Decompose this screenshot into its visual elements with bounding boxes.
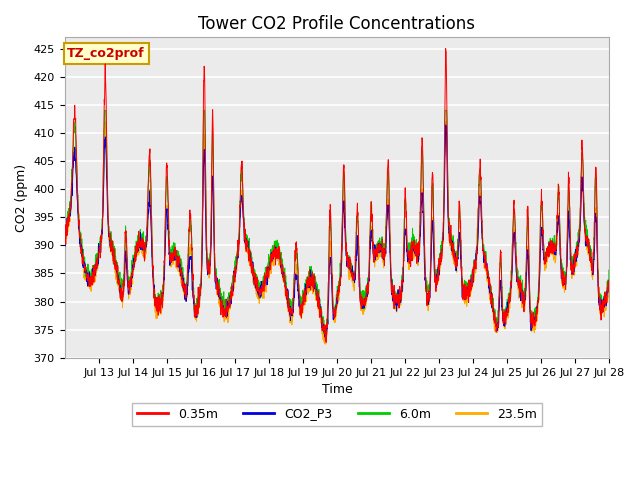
Text: TZ_co2prof: TZ_co2prof [67,47,145,60]
Legend: 0.35m, CO2_P3, 6.0m, 23.5m: 0.35m, CO2_P3, 6.0m, 23.5m [132,403,542,425]
Title: Tower CO2 Profile Concentrations: Tower CO2 Profile Concentrations [198,15,476,33]
Y-axis label: CO2 (ppm): CO2 (ppm) [15,164,28,232]
X-axis label: Time: Time [321,383,353,396]
